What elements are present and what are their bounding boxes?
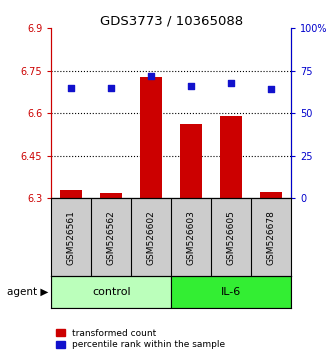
Bar (180, 124, 202, 198)
Bar (171, 276, 291, 308)
Bar (100, 193, 122, 198)
Bar (140, 77, 162, 198)
Point (69, 85, 74, 91)
Point (229, 80, 234, 86)
Text: GSM526561: GSM526561 (67, 210, 76, 265)
Point (189, 83, 194, 89)
Legend: transformed count, percentile rank within the sample: transformed count, percentile rank withi… (56, 329, 225, 349)
Text: control: control (92, 287, 131, 297)
Bar (220, 115, 242, 198)
Text: GSM526603: GSM526603 (187, 210, 196, 265)
Point (269, 87, 274, 92)
Text: GSM526605: GSM526605 (227, 210, 236, 265)
Bar (51, 276, 171, 308)
Text: GSM526562: GSM526562 (107, 210, 116, 264)
Title: GDS3773 / 10365088: GDS3773 / 10365088 (100, 14, 243, 27)
Text: GSM526678: GSM526678 (267, 210, 276, 265)
Text: IL-6: IL-6 (221, 287, 241, 297)
Point (149, 73, 154, 79)
Point (109, 85, 114, 91)
Bar (260, 192, 282, 198)
Text: GSM526602: GSM526602 (147, 210, 156, 264)
Text: agent ▶: agent ▶ (7, 287, 48, 297)
Bar (60, 190, 82, 198)
